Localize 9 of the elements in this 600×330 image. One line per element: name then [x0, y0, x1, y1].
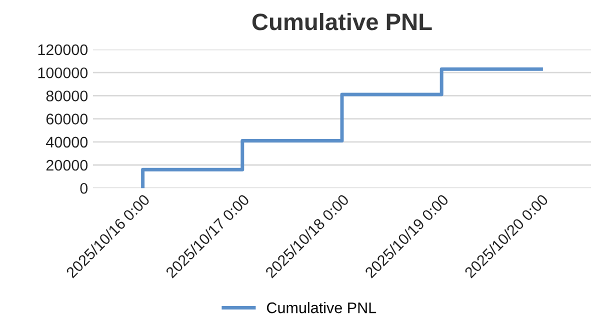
- y-tick-label: 40000: [46, 136, 88, 148]
- legend-label: Cumulative PNL: [266, 302, 376, 314]
- y-tick-label: 80000: [46, 90, 88, 102]
- chart-title: Cumulative PNL: [252, 12, 432, 30]
- y-tick-label: 120000: [38, 44, 88, 56]
- y-tick-label: 100000: [38, 67, 88, 78]
- y-tick-label: 60000: [46, 114, 88, 124]
- y-tick-label: 0: [80, 182, 88, 194]
- y-tick-label: 20000: [46, 160, 88, 171]
